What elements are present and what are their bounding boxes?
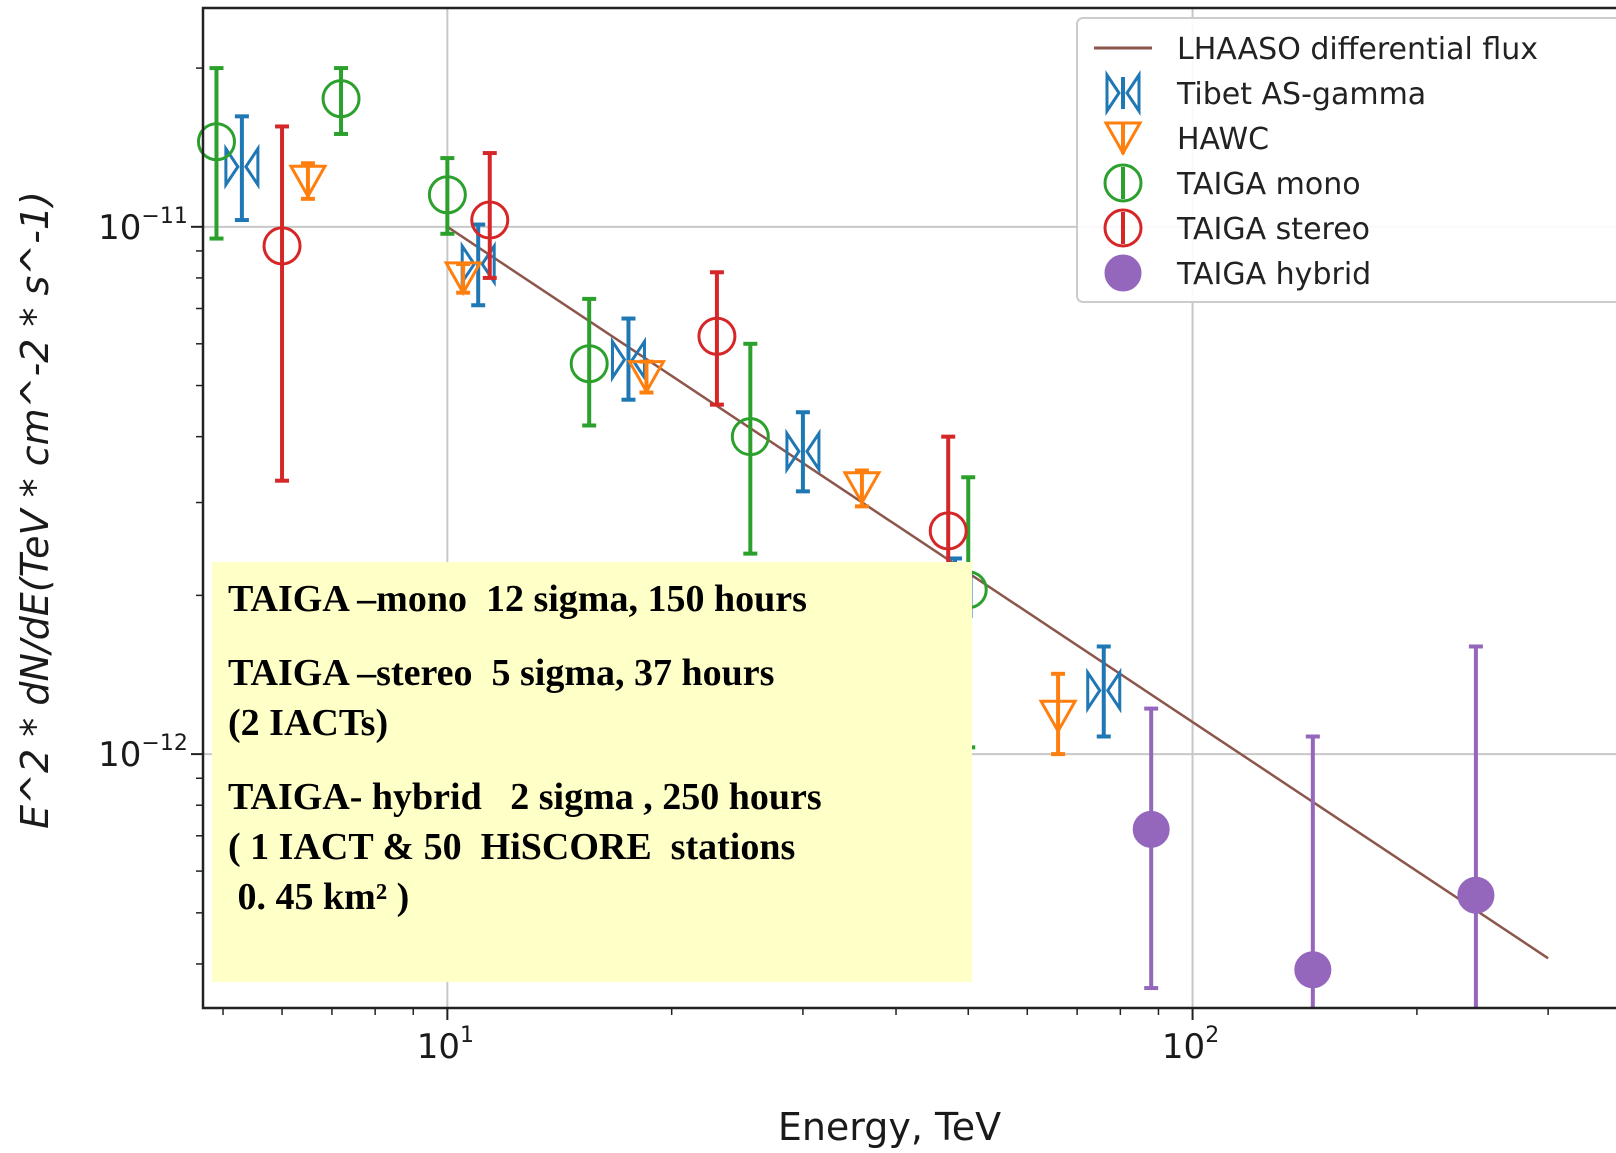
marker bbox=[1103, 163, 1143, 203]
marker bbox=[928, 511, 968, 551]
marker bbox=[697, 316, 737, 356]
data-point bbox=[288, 161, 328, 201]
legend-label: TAIGA stereo bbox=[1176, 212, 1370, 247]
data-point bbox=[842, 468, 882, 509]
marker bbox=[1132, 810, 1170, 848]
annotation-line: TAIGA- hybrid 2 sigma , 250 hours bbox=[228, 776, 822, 818]
marker bbox=[785, 428, 801, 475]
marker bbox=[262, 226, 302, 266]
marker bbox=[610, 336, 627, 383]
data-point bbox=[196, 66, 236, 241]
data-point bbox=[224, 114, 260, 223]
y-tick-label: 10−12 bbox=[98, 731, 188, 775]
marker bbox=[805, 428, 821, 475]
data-point bbox=[1294, 734, 1332, 1008]
marker bbox=[1125, 70, 1141, 116]
marker bbox=[842, 471, 882, 506]
data-point bbox=[785, 410, 821, 494]
annotation-line: 0. 45 km² ) bbox=[228, 876, 410, 918]
legend-item: Tibet AS-gamma bbox=[1105, 70, 1426, 116]
legend-item: TAIGA mono bbox=[1103, 163, 1361, 203]
marker bbox=[1086, 667, 1102, 714]
marker bbox=[1105, 70, 1121, 116]
marker bbox=[1103, 121, 1143, 157]
marker bbox=[569, 344, 609, 384]
data-point bbox=[470, 151, 510, 280]
marker bbox=[288, 164, 328, 200]
legend-item: TAIGA hybrid bbox=[1104, 254, 1371, 292]
data-point bbox=[1132, 706, 1170, 991]
legend-item: HAWC bbox=[1103, 121, 1269, 157]
marker bbox=[730, 417, 770, 457]
marker bbox=[626, 360, 667, 395]
x-axis-label: Energy, TeV bbox=[778, 1105, 1001, 1149]
marker bbox=[443, 261, 483, 296]
marker bbox=[196, 122, 236, 162]
data-point bbox=[262, 124, 302, 483]
data-point bbox=[569, 296, 609, 428]
plot-frame bbox=[201, 6, 1616, 1010]
annotation-box: TAIGA –mono 12 sigma, 150 hours TAIGA –st… bbox=[212, 562, 972, 982]
legend-label: Tibet AS-gamma bbox=[1176, 77, 1426, 112]
marker bbox=[1103, 208, 1143, 248]
marker bbox=[470, 200, 510, 240]
data-point bbox=[321, 66, 361, 136]
legend-item: TAIGA stereo bbox=[1103, 208, 1370, 248]
series-hawc bbox=[288, 161, 1078, 757]
data-point bbox=[1038, 671, 1078, 757]
data-point bbox=[1086, 644, 1122, 739]
annotation-line: TAIGA –stereo 5 sigma, 37 hours bbox=[228, 652, 775, 694]
marker bbox=[244, 143, 260, 190]
annotation-line: ( 1 IACT & 50 HiSCORE stations bbox=[228, 826, 796, 868]
legend-item: LHAASO differential flux bbox=[1094, 32, 1538, 67]
annotation-line: TAIGA –mono 12 sigma, 150 hours bbox=[228, 578, 807, 620]
data-point bbox=[443, 261, 483, 296]
legend-label: TAIGA mono bbox=[1176, 167, 1361, 202]
marker bbox=[224, 143, 240, 190]
x-tick-label: 101 bbox=[417, 1023, 474, 1067]
annotation-block: TAIGA –stereo 5 sigma, 37 hours (2 IACTs) bbox=[228, 648, 956, 748]
legend-frame bbox=[1076, 17, 1616, 303]
legend-label: TAIGA hybrid bbox=[1176, 257, 1371, 292]
data-point bbox=[730, 341, 770, 556]
y-axis-label: E^2 * dN/dE(TeV * cm^-2 * s^-1) bbox=[13, 191, 57, 829]
marker bbox=[1294, 951, 1332, 989]
data-point bbox=[427, 156, 467, 236]
data-point bbox=[626, 359, 667, 395]
marker bbox=[321, 79, 361, 119]
data-point bbox=[610, 316, 646, 402]
legend-label: HAWC bbox=[1177, 122, 1269, 157]
legend-label: LHAASO differential flux bbox=[1177, 32, 1538, 67]
marker bbox=[1104, 254, 1142, 292]
series-line-lhaaso bbox=[446, 225, 1549, 960]
annotation-block: TAIGA –mono 12 sigma, 150 hours bbox=[228, 574, 956, 624]
marker bbox=[630, 336, 646, 383]
marker bbox=[427, 175, 467, 215]
annotation-line: (2 IACTs) bbox=[228, 702, 389, 744]
marker bbox=[1038, 699, 1078, 735]
y-tick-label: 10−11 bbox=[98, 204, 188, 248]
data-point bbox=[697, 270, 737, 407]
data-point bbox=[1457, 644, 1495, 1008]
x-tick-label: 102 bbox=[1162, 1023, 1219, 1067]
annotation-block: TAIGA- hybrid 2 sigma , 250 hours ( 1 IAC… bbox=[228, 772, 956, 922]
marker bbox=[1457, 876, 1495, 914]
legend: LHAASO differential flux Tibet AS-gamma HA… bbox=[1076, 17, 1616, 303]
series-taiga-hybrid bbox=[1132, 644, 1495, 1008]
marker bbox=[1105, 667, 1122, 714]
